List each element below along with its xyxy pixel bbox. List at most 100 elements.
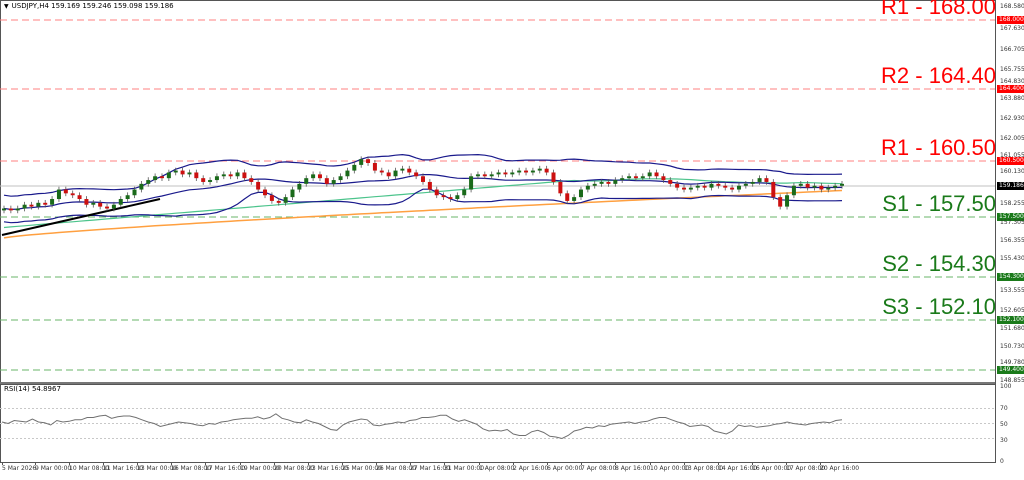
bull-candle <box>139 183 144 190</box>
bull-candle <box>173 170 178 173</box>
price-axis-label: 150.730 <box>1000 343 1024 350</box>
bear-candle <box>77 195 82 200</box>
time-axis-label: 9 Mar 00:00 <box>35 465 72 472</box>
bear-candle <box>201 178 206 182</box>
time-axis-label: 6 Apr 00:00 <box>547 465 583 472</box>
bear-candle <box>771 181 776 198</box>
bull-candle <box>736 185 741 190</box>
bull-candle <box>146 180 151 184</box>
bear-candle <box>682 187 687 190</box>
rsi-header: RSI(14) 54.8967 <box>4 385 61 393</box>
bull-candle <box>709 183 714 188</box>
bull-candle <box>153 176 158 181</box>
trendline <box>1 198 161 236</box>
bull-candle <box>510 172 515 175</box>
level-label-r1: R1 - 160.50 <box>881 135 996 160</box>
bear-candle <box>606 181 611 184</box>
bear-candle <box>63 189 68 194</box>
price-axis-label: 153.555 <box>1000 287 1024 294</box>
bear-candle <box>84 199 89 205</box>
bollinger-lower <box>3 188 843 224</box>
bull-candle <box>111 204 116 209</box>
bull-candle <box>125 195 130 200</box>
price-axis-label: 160.130 <box>1000 168 1024 175</box>
bull-candle <box>462 189 467 196</box>
time-axis-label: 5 Mar 2026 <box>2 465 37 472</box>
bear-candle <box>366 159 371 163</box>
bear-candle <box>716 183 721 186</box>
time-axis-label: 25 Mar 00:00 <box>342 465 383 472</box>
price-axis-label: 162.930 <box>1000 115 1024 122</box>
time-axis-label: 2 Apr 16:00 <box>513 465 549 472</box>
time-axis-label: 17 Mar 16:00 <box>205 465 246 472</box>
level-label-r2: R2 - 164.40 <box>881 63 996 88</box>
bull-candle <box>208 180 213 182</box>
price-axis-label: 149.780 <box>1000 359 1024 366</box>
time-axis-label: 27 Mar 16:00 <box>410 465 451 472</box>
price-tag-s2: 154.300 <box>997 273 1024 281</box>
bull-candle <box>338 176 343 181</box>
bull-candle <box>214 176 219 181</box>
bear-candle <box>482 174 487 177</box>
bear-candle <box>263 189 268 196</box>
bull-candle <box>36 202 41 207</box>
moving-average-fast <box>3 178 843 229</box>
bull-candle <box>455 195 460 200</box>
bear-candle <box>372 162 377 171</box>
bear-candle <box>730 187 735 190</box>
bear-candle <box>269 195 274 201</box>
rsi-axis-label: 100 <box>1000 383 1012 390</box>
rsi-line <box>1 413 843 440</box>
time-axis-label: 20 Apr 16:00 <box>820 465 860 472</box>
bull-candle <box>812 185 817 188</box>
bear-candle <box>8 208 13 211</box>
bull-candle <box>359 159 364 165</box>
bear-candle <box>242 172 247 179</box>
bull-candle <box>22 204 27 209</box>
bull-candle <box>627 176 632 179</box>
price-axis-label: 168.580 <box>1000 3 1024 10</box>
bear-candle <box>558 181 563 194</box>
symbol-ohlc-text: USDJPY,H4 159.169 159.246 159.098 159.18… <box>11 2 174 10</box>
level-label-s1: S1 - 157.50 <box>882 191 996 216</box>
bear-candle <box>159 176 164 179</box>
rsi-axis-label: 70 <box>1000 405 1008 412</box>
bear-candle <box>633 176 638 179</box>
bear-candle <box>764 178 769 182</box>
bull-candle <box>530 170 535 173</box>
current-price-tag: 159.186 <box>997 182 1024 190</box>
time-axis-label: 31 Mar 00:00 <box>444 465 485 472</box>
bull-candle <box>647 172 652 177</box>
price-axis-label: 151.680 <box>1000 325 1024 332</box>
time-axis-label: 26 Mar 08:00 <box>376 465 417 472</box>
time-axis-label: 16 Apr 00:00 <box>752 465 792 472</box>
bull-candle <box>221 174 226 177</box>
bull-candle <box>840 183 844 186</box>
time-axis-label: 10 Mar 08:00 <box>69 465 110 472</box>
bull-candle <box>640 176 645 179</box>
time-axis-label: 7 Apr 08:00 <box>581 465 617 472</box>
bear-candle <box>805 183 810 188</box>
bull-candle <box>688 187 693 190</box>
bull-candle <box>785 195 790 207</box>
bear-candle <box>654 172 659 177</box>
price-tag-s3: 152.100 <box>997 316 1024 324</box>
bull-candle <box>132 189 137 196</box>
collapse-arrow-icon[interactable]: ▼ <box>4 3 9 10</box>
level-label-s3: S3 - 152.10 <box>882 294 996 319</box>
bull-candle <box>757 178 762 182</box>
time-axis-label: 1 Apr 08:00 <box>479 465 515 472</box>
bear-candle <box>661 176 666 181</box>
bear-candle <box>324 178 329 184</box>
price-axis-label: 157.305 <box>1000 219 1024 226</box>
bull-candle <box>290 189 295 198</box>
bear-candle <box>228 174 233 177</box>
bear-candle <box>180 170 185 175</box>
bear-candle <box>503 172 508 175</box>
price-pane-frame <box>0 0 996 383</box>
bull-candle <box>56 189 61 200</box>
bear-candle <box>778 197 783 207</box>
time-axis-label: 17 Apr 08:00 <box>786 465 826 472</box>
bull-candle <box>50 199 55 205</box>
bull-candle <box>496 172 501 175</box>
